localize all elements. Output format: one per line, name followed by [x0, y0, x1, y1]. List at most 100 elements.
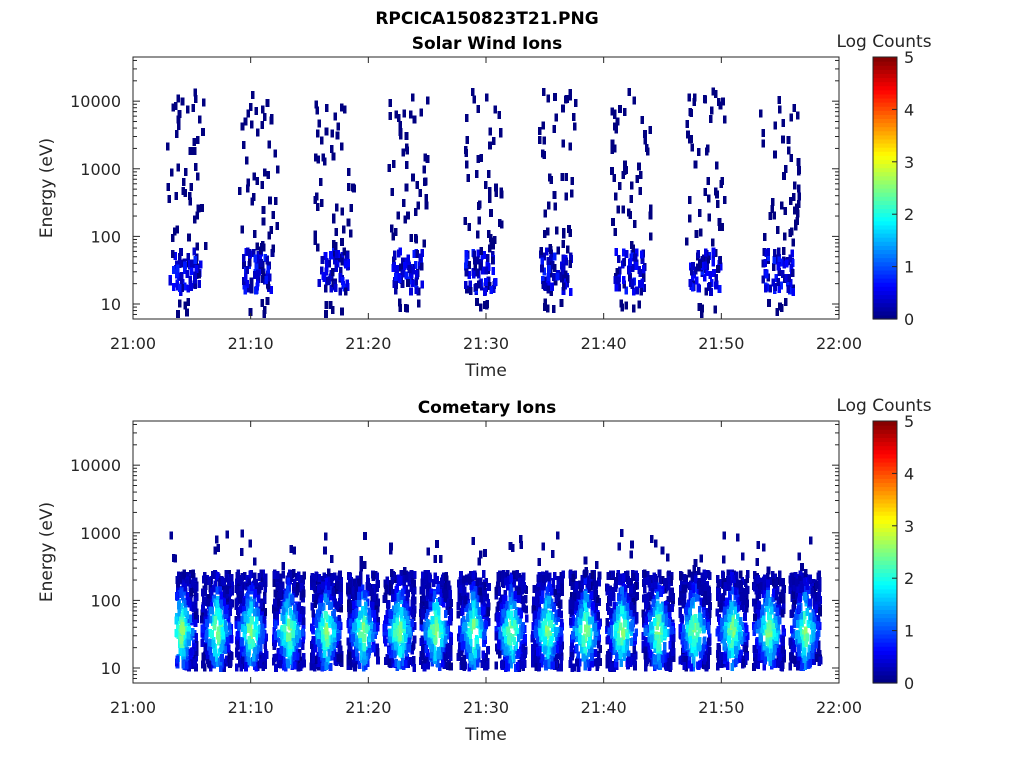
heatmap-cell [382, 594, 387, 603]
heatmap-cell [238, 187, 242, 196]
heatmap-cell [383, 579, 387, 588]
heatmap-cell [178, 272, 182, 281]
heatmap-cell [170, 250, 175, 259]
heatmap-cell [189, 282, 193, 291]
heatmap-cell [251, 653, 256, 662]
heatmap-cell [196, 172, 200, 181]
heatmap-cell [688, 108, 693, 117]
heatmap-cell [186, 253, 190, 262]
heatmap-cell [645, 642, 650, 651]
heatmap-cell [170, 233, 175, 242]
heatmap-cell [178, 575, 183, 584]
heatmap-cell [700, 304, 705, 313]
heatmap-cell [265, 98, 270, 107]
heatmap-cell [393, 593, 397, 601]
heatmap-cells [165, 87, 802, 319]
x-tick-label: 21:20 [345, 334, 391, 353]
heatmap-cell [334, 602, 339, 611]
heatmap-cell [508, 659, 512, 668]
panel-cometary-ions: Cometary Ions 21:00 21:10 21:20 21:30 21:40 2… [37, 396, 932, 745]
heatmap-cell [319, 594, 324, 603]
heatmap-cell [655, 591, 660, 600]
heatmap-cell [546, 639, 550, 648]
heatmap-cell [684, 612, 689, 621]
heatmap-cell [404, 161, 409, 170]
heatmap-cell [556, 531, 560, 540]
heatmap-cell [418, 253, 423, 262]
heatmap-cell [261, 636, 265, 645]
heatmap-cell [385, 610, 390, 619]
heatmap-cell [449, 608, 453, 617]
heatmap-cell [346, 182, 351, 191]
heatmap-cell [480, 251, 484, 260]
heatmap-cell [645, 599, 649, 608]
heatmap-cell [548, 246, 553, 254]
heatmap-cell [546, 573, 551, 582]
heatmap-cell [295, 652, 300, 661]
heatmap-cell [277, 654, 282, 663]
heatmap-cell [252, 598, 257, 607]
heatmap-cell [699, 597, 704, 606]
heatmap-cell [226, 636, 230, 645]
heatmap-cell [316, 652, 321, 661]
heatmap-cell [472, 250, 477, 259]
heatmap-cell [204, 608, 208, 617]
heatmap-cell [486, 608, 491, 617]
heatmap-cell [288, 646, 293, 655]
heatmap-cell [365, 588, 370, 597]
heatmap-cell [447, 643, 451, 652]
heatmap-cell [487, 194, 492, 203]
heatmap-cell [442, 589, 447, 598]
heatmap-cell [531, 643, 535, 652]
x-axis-label: Time [464, 361, 507, 381]
heatmap-cell [585, 579, 590, 588]
heatmap-cell [200, 639, 204, 648]
heatmap-cell [693, 93, 697, 102]
heatmap-cell [288, 598, 292, 607]
heatmap-cell [284, 590, 289, 599]
heatmap-cell [351, 659, 356, 668]
heatmap-cell [248, 641, 252, 650]
heatmap-cell [351, 609, 356, 618]
heatmap-cell [773, 121, 778, 130]
heatmap-cell [413, 261, 418, 270]
heatmap-cell [458, 584, 463, 593]
heatmap-cell [226, 614, 231, 623]
heatmap-cell [220, 626, 225, 635]
heatmap-cell [789, 154, 794, 163]
heatmap-cell [486, 254, 490, 263]
heatmap-cell [359, 571, 363, 580]
heatmap-cell [319, 266, 324, 275]
heatmap-cell [213, 598, 218, 607]
heatmap-cell [431, 626, 436, 635]
heatmap-cell [571, 631, 575, 640]
heatmap-cell [642, 284, 647, 292]
heatmap-cell [714, 273, 718, 282]
heatmap-cell [641, 265, 646, 274]
heatmap-cell [333, 616, 338, 625]
heatmap-cell [551, 549, 555, 558]
heatmap-cell [704, 268, 709, 277]
heatmap-cell [612, 174, 616, 183]
heatmap-cell [464, 604, 468, 613]
heatmap-cell [561, 282, 566, 291]
heatmap-cell [687, 656, 691, 664]
heatmap-cell [519, 640, 524, 649]
heatmap-cell [191, 104, 196, 113]
heatmap-cell [625, 617, 629, 626]
heatmap-cell [696, 250, 700, 258]
heatmap-cell [241, 648, 246, 657]
colorbar-segment [873, 188, 897, 193]
heatmap-cell [193, 611, 198, 620]
heatmap-cell [333, 256, 337, 265]
heatmap-cell [239, 577, 244, 586]
heatmap-cell [457, 649, 461, 658]
heatmap-cell [572, 122, 577, 131]
heatmap-cell [489, 209, 493, 218]
colorbar-segment [873, 171, 897, 177]
heatmap-cell [287, 592, 291, 601]
heatmap-cell [448, 600, 453, 609]
heatmap-cell [426, 596, 430, 605]
heatmap-cell [279, 645, 283, 654]
heatmap-cell [324, 626, 329, 635]
